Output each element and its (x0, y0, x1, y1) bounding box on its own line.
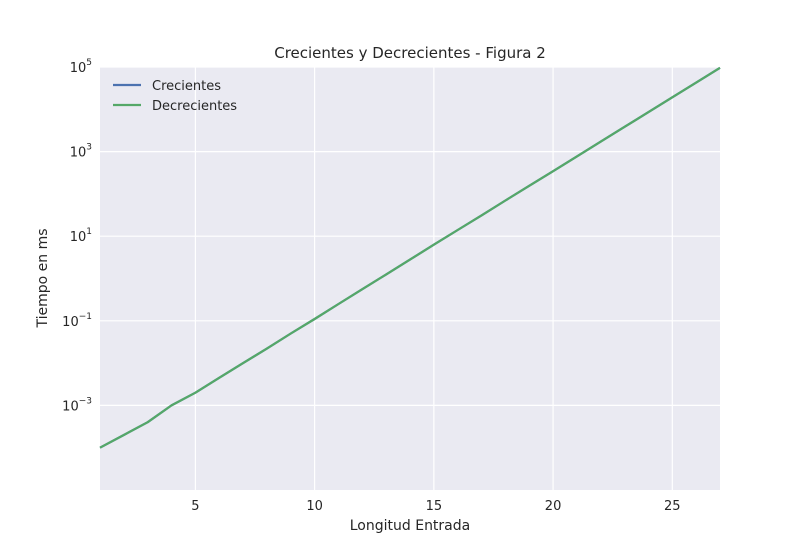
x-tick-label: 25 (664, 499, 681, 514)
series-lines (99, 66, 721, 449)
y-tick-label: 101 (70, 227, 92, 245)
legend-label-decrecientes: Decrecientes (152, 99, 237, 114)
x-axis-label: Longitud Entrada (350, 518, 470, 534)
legend: Crecientes Decrecientes (113, 79, 237, 114)
x-tick-label: 20 (545, 499, 562, 514)
y-tick-label: 10−1 (62, 312, 92, 330)
plot-area (100, 67, 720, 490)
y-ticks: 10−3 10−1 101 103 105 (62, 58, 92, 414)
legend-label-crecientes: Crecientes (152, 79, 221, 94)
y-axis-label: Tiempo en ms (35, 228, 51, 328)
x-tick-label: 10 (306, 499, 323, 514)
x-tick-label: 5 (191, 499, 199, 514)
y-tick-label: 103 (70, 143, 92, 161)
chart-title: Crecientes y Decrecientes - Figura 2 (274, 44, 546, 62)
grid (100, 66, 720, 490)
x-ticks: 5 10 15 20 25 (191, 499, 680, 514)
series-line-decrecientes (99, 66, 721, 449)
y-tick-label: 10−3 (62, 396, 92, 414)
x-tick-label: 15 (426, 499, 443, 514)
y-tick-label: 105 (70, 58, 92, 76)
